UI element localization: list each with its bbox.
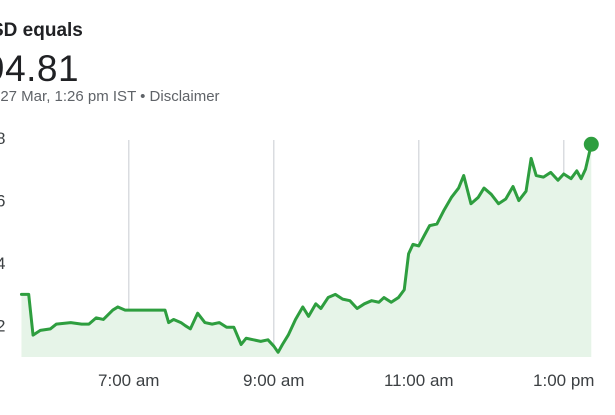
exchange-rate-chart[interactable]: 2 4 6 8 7:00 am 9:00 am 11:00 am 1:00 pm bbox=[0, 110, 615, 410]
y-tick-label: 8 bbox=[0, 129, 5, 148]
x-tick-label: 1:00 pm bbox=[533, 371, 594, 390]
chart-svg[interactable]: 2 4 6 8 7:00 am 9:00 am 11:00 am 1:00 pm bbox=[0, 110, 615, 410]
x-tick-label: 11:00 am bbox=[384, 371, 454, 390]
current-point-marker bbox=[583, 136, 599, 152]
disclaimer-link[interactable]: Disclaimer bbox=[149, 88, 220, 105]
x-tick-label: 7:00 am bbox=[98, 371, 159, 390]
x-tick-label: 9:00 am bbox=[243, 371, 304, 390]
y-tick-label: 2 bbox=[0, 317, 5, 336]
currency-subtitle: SD equals bbox=[0, 20, 83, 41]
rate-header: SD equals 94.81 f 27 Mar, 1:26 pm IST • … bbox=[0, 0, 615, 110]
y-tick-label: 4 bbox=[0, 254, 5, 273]
timestamp-text: f 27 Mar, 1:26 pm IST • bbox=[0, 88, 150, 105]
y-tick-label: 6 bbox=[0, 192, 5, 211]
area-fill bbox=[21, 144, 592, 357]
rate-timestamp: f 27 Mar, 1:26 pm IST • Disclaimer bbox=[0, 88, 220, 105]
exchange-rate-value: 94.81 bbox=[0, 48, 80, 89]
series-line bbox=[19, 142, 593, 354]
